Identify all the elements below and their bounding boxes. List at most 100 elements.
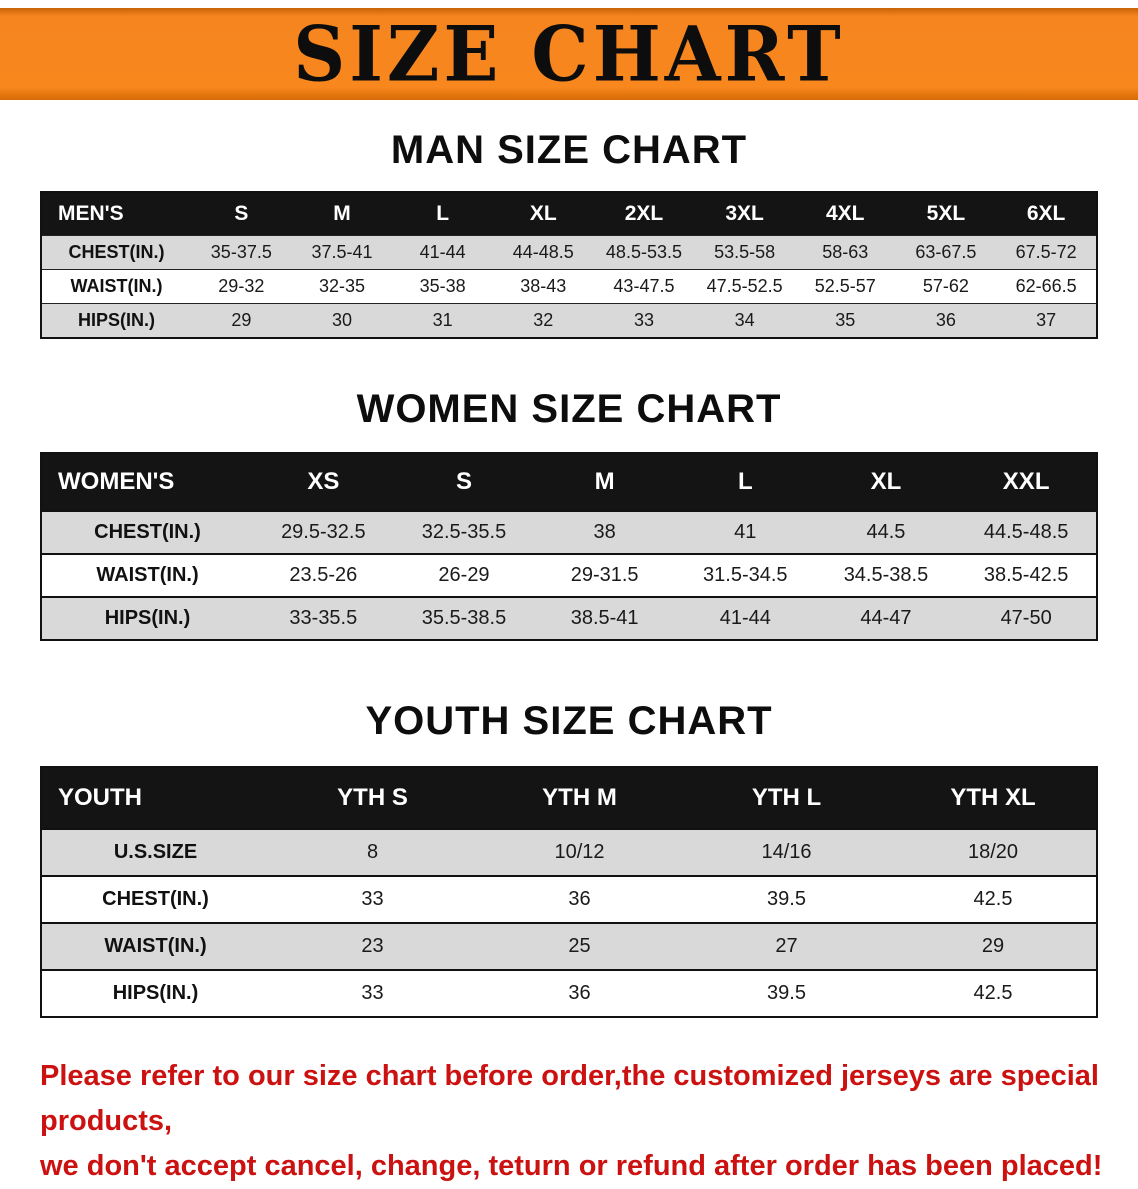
man-section-heading: MAN SIZE CHART (390, 128, 748, 172)
table-row: WAIST(IN.) 23 25 27 29 (41, 922, 1097, 970)
value-cell: 36 (476, 969, 683, 1017)
size-header-cell: XXL (956, 453, 1097, 511)
value-cell: 39.5 (683, 875, 890, 923)
value-cell: 34 (694, 303, 795, 338)
row-label-cell: U.S.SIZE (41, 828, 269, 876)
value-cell: 43-47.5 (593, 269, 695, 304)
table-row: HIPS(IN.) 29 30 31 32 33 34 35 36 37 (41, 303, 1097, 338)
size-header-cell: M (291, 192, 393, 236)
row-label-cell: WAIST(IN.) (41, 553, 253, 597)
value-cell: 36 (895, 303, 997, 338)
value-cell: 18/20 (890, 828, 1097, 876)
man-size-chart-section: MAN SIZE CHART MEN'S S M L XL 2XL 3XL 4XL 5XL 6XL… (0, 128, 1138, 339)
row-label-cell: CHEST(IN.) (41, 510, 253, 554)
row-label-cell: HIPS(IN.) (41, 596, 253, 640)
value-cell: 39.5 (683, 969, 890, 1017)
value-cell: 34.5-38.5 (815, 553, 957, 597)
size-chart-page: SIZE CHART MAN SIZE CHART MEN'S S M L XL 2XL 3… (0, 8, 1138, 1189)
value-cell: 53.5-58 (694, 235, 795, 270)
value-cell: 38.5-41 (534, 596, 675, 640)
size-header-cell: L (674, 453, 816, 511)
value-cell: 58-63 (794, 235, 896, 270)
header-row: MEN'S S M L XL 2XL 3XL 4XL 5XL 6XL (41, 192, 1097, 236)
value-cell: 38.5-42.5 (956, 553, 1097, 597)
size-header-cell: XS (253, 453, 394, 511)
value-cell: 41-44 (392, 235, 493, 270)
header-row: WOMEN'S XS S M L XL XXL (41, 453, 1097, 511)
table-row: CHEST(IN.) 33 36 39.5 42.5 (41, 875, 1097, 923)
value-cell: 38-43 (492, 269, 594, 304)
value-cell: 29 (191, 303, 292, 338)
value-cell: 32.5-35.5 (393, 510, 535, 554)
value-cell: 67.5-72 (996, 235, 1097, 270)
value-cell: 44.5-48.5 (956, 510, 1097, 554)
table-row: WAIST(IN.) 23.5-26 26-29 29-31.5 31.5-34.5 34… (41, 553, 1097, 597)
size-header-cell: M (534, 453, 675, 511)
value-cell: 35 (794, 303, 896, 338)
size-header-cell: S (393, 453, 535, 511)
value-cell: 38 (534, 510, 675, 554)
size-header-cell: 4XL (794, 192, 896, 236)
value-cell: 57-62 (895, 269, 997, 304)
page-title: SIZE CHART (293, 8, 845, 99)
value-cell: 41 (674, 510, 816, 554)
size-header-cell: XL (492, 192, 594, 236)
value-cell: 44.5 (815, 510, 957, 554)
womens-size-table: WOMEN'S XS S M L XL XXL CHEST(IN.) 29.5-32.5 32.5… (40, 452, 1098, 641)
size-header-cell: XL (815, 453, 957, 511)
value-cell: 25 (476, 922, 683, 970)
value-cell: 33 (593, 303, 695, 338)
value-cell: 37 (996, 303, 1097, 338)
row-label-cell: HIPS(IN.) (41, 303, 191, 338)
disclaimer: Please refer to our size chart before or… (40, 1054, 1126, 1189)
size-header-cell: YTH L (683, 767, 890, 829)
value-cell: 26-29 (393, 553, 535, 597)
value-cell: 31 (392, 303, 493, 338)
value-cell: 52.5-57 (794, 269, 896, 304)
size-header-cell: YTH S (269, 767, 476, 829)
value-cell: 48.5-53.5 (593, 235, 695, 270)
value-cell: 23.5-26 (253, 553, 394, 597)
table-title-cell: WOMEN'S (41, 453, 253, 511)
row-label-cell: CHEST(IN.) (41, 875, 269, 923)
size-header-cell: 6XL (996, 192, 1097, 236)
women-size-chart-section: WOMEN SIZE CHART WOMEN'S XS S M L XL XXL CHEST(… (0, 387, 1138, 641)
disclaimer-line: Please refer to our size chart before or… (40, 1060, 1099, 1137)
value-cell: 47-50 (956, 596, 1097, 640)
table-row: CHEST(IN.) 29.5-32.5 32.5-35.5 38 41 44.5 44.5… (41, 510, 1097, 554)
value-cell: 36 (476, 875, 683, 923)
value-cell: 41-44 (674, 596, 816, 640)
value-cell: 33 (269, 969, 476, 1017)
table-row: HIPS(IN.) 33-35.5 35.5-38.5 38.5-41 41-44 44-… (41, 596, 1097, 640)
mens-size-table: MEN'S S M L XL 2XL 3XL 4XL 5XL 6XL CHEST(IN.) 35-37… (40, 191, 1098, 339)
size-header-cell: 2XL (593, 192, 695, 236)
size-header-cell: 3XL (694, 192, 795, 236)
row-label-cell: CHEST(IN.) (41, 235, 191, 270)
size-header-cell: L (392, 192, 493, 236)
table-title-cell: MEN'S (41, 192, 191, 236)
youth-size-table: YOUTH YTH S YTH M YTH L YTH XL U.S.SIZE 8 10/12… (40, 766, 1098, 1018)
disclaimer-line: we don't accept cancel, change, teturn o… (40, 1149, 1103, 1182)
table-row: WAIST(IN.) 29-32 32-35 35-38 38-43 43-47.5 47.… (41, 269, 1097, 304)
value-cell: 8 (269, 828, 476, 876)
value-cell: 30 (291, 303, 393, 338)
size-header-cell: YTH XL (890, 767, 1097, 829)
row-label-cell: WAIST(IN.) (41, 922, 269, 970)
value-cell: 32-35 (291, 269, 393, 304)
value-cell: 29-31.5 (534, 553, 675, 597)
value-cell: 23 (269, 922, 476, 970)
row-label-cell: HIPS(IN.) (41, 969, 269, 1017)
value-cell: 44-48.5 (492, 235, 594, 270)
value-cell: 63-67.5 (895, 235, 997, 270)
size-header-cell: YTH M (476, 767, 683, 829)
value-cell: 35-38 (392, 269, 493, 304)
youth-section-heading: YOUTH SIZE CHART (365, 699, 773, 743)
size-chart-banner: SIZE CHART (0, 8, 1138, 100)
value-cell: 31.5-34.5 (674, 553, 816, 597)
row-label-cell: WAIST(IN.) (41, 269, 191, 304)
value-cell: 32 (492, 303, 594, 338)
size-header-cell: S (191, 192, 292, 236)
value-cell: 62-66.5 (996, 269, 1097, 304)
value-cell: 42.5 (890, 969, 1097, 1017)
table-row: HIPS(IN.) 33 36 39.5 42.5 (41, 969, 1097, 1017)
